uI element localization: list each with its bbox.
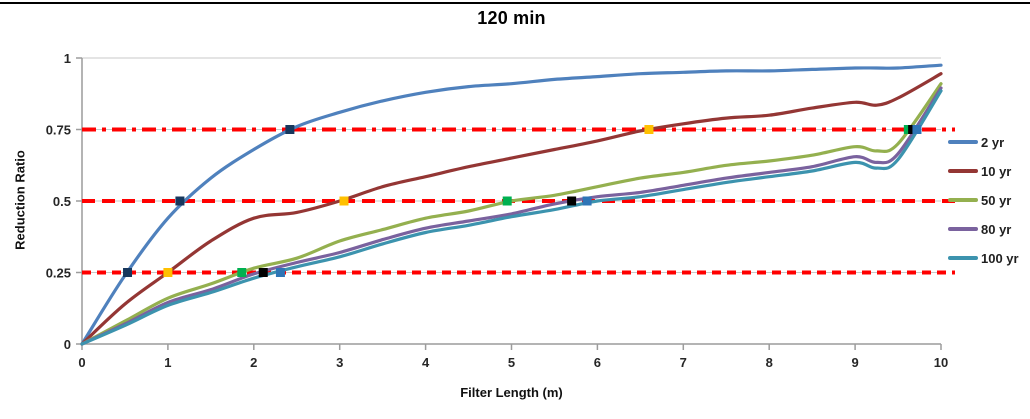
- x-tick-label: 4: [422, 355, 430, 370]
- legend-swatch: [948, 227, 978, 231]
- y-tick-label: 0.25: [46, 266, 71, 281]
- figure-top-border: [0, 2, 1030, 4]
- crossing-marker-10-yr: [644, 125, 654, 134]
- crossing-marker-10-yr: [339, 196, 349, 206]
- y-tick-label: 0: [64, 337, 71, 352]
- legend-label: 10 yr: [981, 163, 1012, 179]
- crossing-marker-100-yr: [912, 125, 922, 134]
- series-line-80-yr: [80, 86, 943, 346]
- crossing-marker-2-yr: [285, 125, 295, 134]
- x-axis-title: Filter Length (m): [460, 385, 563, 400]
- legend-item-10-yr: 10 yr: [948, 163, 1019, 179]
- crossing-marker-2-yr: [175, 196, 185, 206]
- x-tick-label: 1: [164, 355, 171, 370]
- chart-title: 120 min: [477, 8, 546, 28]
- x-tick-label: 9: [851, 355, 858, 370]
- legend-label: 80 yr: [981, 221, 1012, 237]
- series-line-10-yr: [80, 72, 943, 346]
- legend: 2 yr 10 yr 50 yr 80 yr 100 yr: [948, 134, 1019, 266]
- x-tick-label: 7: [680, 355, 687, 370]
- legend-swatch: [948, 256, 978, 260]
- legend-label: 50 yr: [981, 192, 1012, 208]
- x-tick-label: 0: [78, 355, 85, 370]
- legend-swatch: [948, 198, 978, 202]
- x-tick-label: 2: [250, 355, 257, 370]
- legend-item-50-yr: 50 yr: [948, 192, 1019, 208]
- y-tick-label: 1: [64, 51, 71, 66]
- series-line-50-yr: [80, 82, 943, 346]
- crossing-marker-100-yr: [582, 196, 592, 206]
- crossing-marker-80-yr: [567, 196, 577, 206]
- legend-item-2-yr: 2 yr: [948, 134, 1019, 150]
- crossing-marker-80-yr: [258, 268, 268, 277]
- crossing-marker-2-yr: [123, 268, 133, 277]
- x-tick-label: 8: [766, 355, 773, 370]
- y-tick-label: 0.5: [53, 194, 71, 209]
- series-line-100-yr: [80, 89, 943, 346]
- x-tick-label: 6: [594, 355, 601, 370]
- x-tick-label: 10: [934, 355, 948, 370]
- series-line-2-yr: [80, 63, 943, 346]
- x-tick-label: 5: [508, 355, 515, 370]
- crossing-marker-50-yr: [237, 268, 247, 277]
- legend-label: 100 yr: [981, 250, 1019, 266]
- legend-label: 2 yr: [981, 134, 1005, 150]
- legend-item-80-yr: 80 yr: [948, 221, 1019, 237]
- crossing-marker-50-yr: [502, 196, 512, 206]
- crossing-marker-10-yr: [163, 268, 173, 277]
- legend-swatch: [948, 140, 978, 144]
- y-tick-label: 0.75: [46, 123, 71, 138]
- legend-item-100-yr: 100 yr: [948, 250, 1019, 266]
- x-tick-label: 3: [336, 355, 343, 370]
- crossing-marker-100-yr: [275, 268, 285, 277]
- legend-swatch: [948, 169, 978, 173]
